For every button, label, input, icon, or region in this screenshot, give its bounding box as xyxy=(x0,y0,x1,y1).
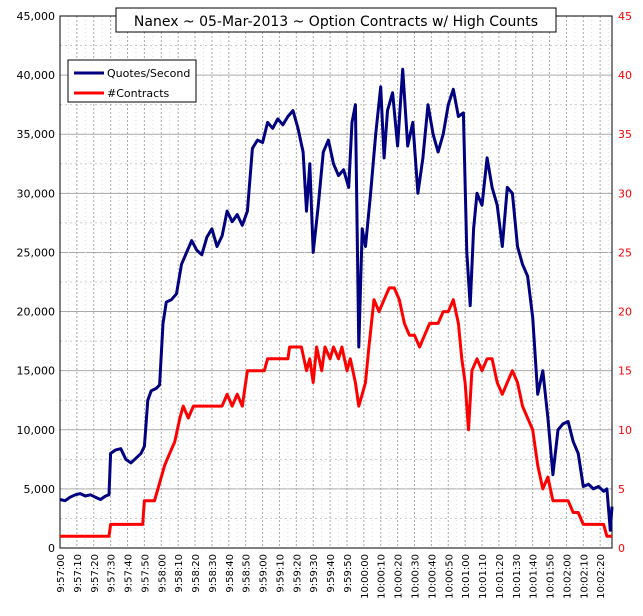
y-left-tick-label: 45,000 xyxy=(17,10,56,23)
y-right-tick-label: 5 xyxy=(618,483,625,496)
y-right-tick-label: 25 xyxy=(618,246,632,259)
x-tick-label: 9:57:30 xyxy=(107,554,118,593)
y-left-tick-label: 15,000 xyxy=(17,365,56,378)
x-tick-label: 9:58:40 xyxy=(225,554,236,593)
x-tick-label: 10:02:20 xyxy=(596,554,607,599)
x-tick-label: 9:57:50 xyxy=(140,554,151,593)
right-y-axis: 0 5 10 15 20 25 30 35 40 45 xyxy=(618,10,632,555)
chart-title-box: Nanex ~ 05-Mar-2013 ~ Option Contracts w… xyxy=(115,7,557,33)
y-left-tick-label: 0 xyxy=(48,542,55,555)
x-tick-label: 9:57:00 xyxy=(56,554,67,593)
x-tick-label: 10:01:00 xyxy=(461,554,472,599)
x-tick-label: 9:59:10 xyxy=(275,554,286,593)
y-right-tick-label: 35 xyxy=(618,128,632,141)
x-tick-label: 9:58:50 xyxy=(242,554,253,593)
legend-label-contracts: #Contracts xyxy=(107,87,170,100)
x-tick-label: 9:59:40 xyxy=(326,554,337,593)
x-tick-label: 9:57:10 xyxy=(73,554,84,593)
x-tick-label: 9:58:00 xyxy=(157,554,168,593)
x-tick-label: 9:59:30 xyxy=(309,554,320,593)
series-line-quotes-per-second xyxy=(59,67,614,532)
x-tick-label: 10:00:20 xyxy=(394,554,405,599)
x-tick-label: 10:01:20 xyxy=(495,554,506,599)
x-tick-label: 10:00:00 xyxy=(360,554,371,599)
x-tick-label: 10:01:50 xyxy=(546,554,557,599)
legend-frame xyxy=(67,59,197,103)
grid-lines xyxy=(60,16,612,548)
y-right-tick-label: 20 xyxy=(618,306,632,319)
y-right-tick-label: 45 xyxy=(618,10,632,23)
x-tick-label: 9:59:00 xyxy=(259,554,270,593)
series-lines xyxy=(59,67,614,538)
x-axis: 9:57:00 9:57:10 9:57:20 9:57:30 9:57:40 9:57:… xyxy=(56,554,607,599)
x-tick-label: 9:58:30 xyxy=(208,554,219,593)
x-tick-label: 9:59:50 xyxy=(343,554,354,593)
y-left-tick-label: 30,000 xyxy=(17,187,56,200)
title-box-frame xyxy=(115,7,557,33)
y-right-tick-label: 15 xyxy=(618,365,632,378)
x-tick-label: 10:00:40 xyxy=(427,554,438,599)
left-y-axis: 0 5,000 10,000 15,000 20,000 25,000 30,000 35,0… xyxy=(17,10,56,555)
series-line-contracts xyxy=(60,286,612,538)
x-tick-label: 10:02:00 xyxy=(562,554,573,599)
y-right-tick-label: 40 xyxy=(618,69,632,82)
y-left-tick-label: 20,000 xyxy=(17,306,56,319)
y-left-tick-label: 5,000 xyxy=(24,483,56,496)
x-tick-label: 10:02:10 xyxy=(579,554,590,599)
y-left-tick-label: 25,000 xyxy=(17,246,56,259)
x-tick-label: 9:57:40 xyxy=(124,554,135,593)
x-tick-label: 10:00:30 xyxy=(410,554,421,599)
y-right-tick-label: 30 xyxy=(618,187,632,200)
x-tick-label: 9:58:20 xyxy=(191,554,202,593)
x-tick-label: 10:01:10 xyxy=(478,554,489,599)
x-tick-label: 10:01:40 xyxy=(529,554,540,599)
x-tick-label: 10:01:30 xyxy=(512,554,523,599)
legend-label-quotes: Quotes/Second xyxy=(107,67,190,80)
legend: Quotes/Second #Contracts xyxy=(67,59,197,103)
y-left-tick-label: 40,000 xyxy=(17,69,56,82)
x-tick-label: 10:00:10 xyxy=(377,554,388,599)
y-right-tick-label: 10 xyxy=(618,424,632,437)
x-tick-label: 10:00:50 xyxy=(444,554,455,599)
y-right-tick-label: 0 xyxy=(618,542,625,555)
y-left-tick-label: 10,000 xyxy=(17,424,56,437)
y-left-tick-label: 35,000 xyxy=(17,128,56,141)
x-tick-label: 9:58:10 xyxy=(174,554,185,593)
x-tick-label: 9:59:20 xyxy=(292,554,303,593)
chart-title: Nanex ~ 05-Mar-2013 ~ Option Contracts w… xyxy=(134,14,538,30)
x-tick-label: 9:57:20 xyxy=(90,554,101,593)
